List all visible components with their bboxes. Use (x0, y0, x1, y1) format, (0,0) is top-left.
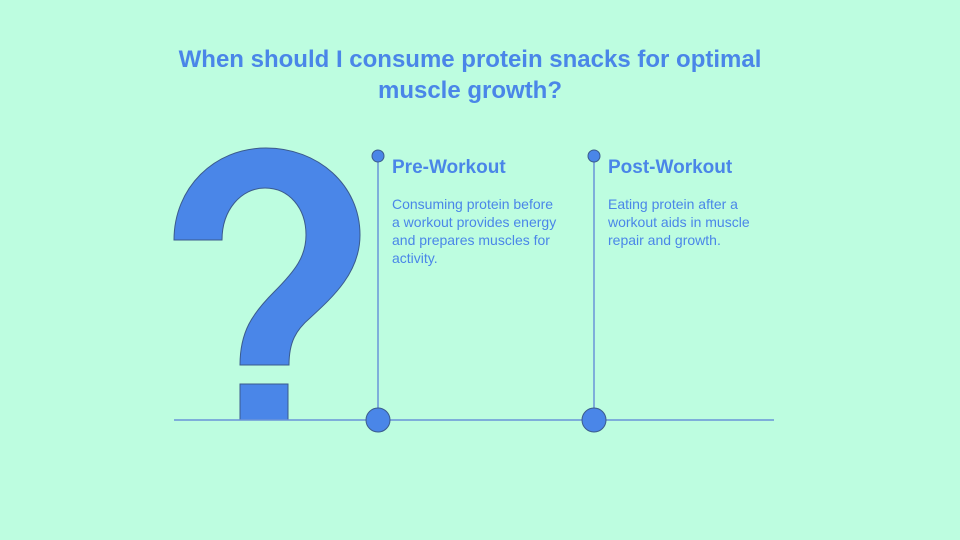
diagram-title: When should I consume protein snacks for… (178, 46, 762, 104)
step-description-pre-workout: Consuming protein before a workout provi… (392, 196, 557, 266)
question-mark-hook (173, 147, 361, 366)
step-title-pre-workout: Pre-Workout (392, 157, 506, 178)
step-marker-base-dot (581, 407, 607, 433)
step-marker-post-workout (581, 149, 607, 433)
step-marker-top-dot (587, 149, 601, 163)
step-description-post-workout: Eating protein after a workout aids in m… (608, 196, 750, 248)
step-marker-pre-workout (365, 149, 391, 433)
step-marker-base-dot (365, 407, 391, 433)
question-mark-icon (173, 147, 361, 421)
step-marker-top-dot (371, 149, 385, 163)
step-title-post-workout: Post-Workout (608, 157, 733, 178)
question-mark-dot (239, 383, 289, 421)
